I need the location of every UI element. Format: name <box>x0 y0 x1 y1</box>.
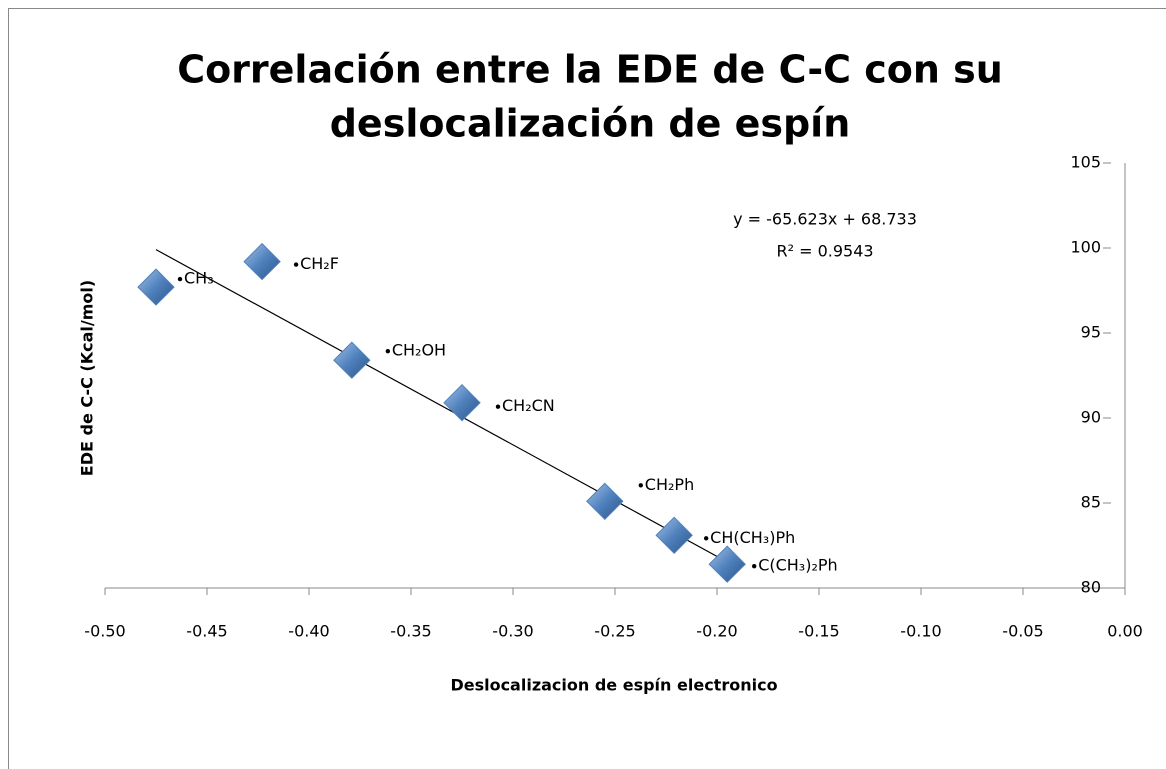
point-label: CH(CH₃)Ph <box>710 528 795 547</box>
chart-title: deslocalización de espín <box>330 102 851 146</box>
label-dot <box>703 536 709 541</box>
point <box>137 268 175 306</box>
trendline-r-squared: R² = 0.9543 <box>776 242 873 261</box>
point-label: CH₃ <box>184 269 214 288</box>
y-tick-label: 95 <box>1081 323 1101 342</box>
trendline-equation: y = -65.623x + 68.733 <box>733 210 917 229</box>
label-dot <box>638 483 643 488</box>
point-label: C(CH₃)₂Ph <box>758 556 837 575</box>
chart-frame <box>8 8 1166 769</box>
label-dot <box>752 564 757 569</box>
label-dot <box>495 404 501 409</box>
point <box>333 341 371 379</box>
y-tick-label: 105 <box>1070 153 1101 172</box>
y-tick-label: 90 <box>1081 408 1101 427</box>
x-tick-label: -0.30 <box>492 622 533 641</box>
x-tick-label: -0.05 <box>1002 622 1043 641</box>
x-tick-label: -0.35 <box>390 622 431 641</box>
y-tick-label: 85 <box>1081 493 1101 512</box>
point-label: CH₂Ph <box>645 475 694 494</box>
label-dot <box>293 262 299 267</box>
trendline <box>155 249 728 563</box>
point <box>586 482 624 521</box>
point <box>708 545 746 583</box>
point-label: CH₂F <box>300 254 339 273</box>
x-tick-label: -0.25 <box>594 622 635 641</box>
y-tick-label: 100 <box>1070 238 1101 257</box>
x-tick-label: 0.00 <box>1107 622 1143 641</box>
x-axis-title: Deslocalizacion de espín electronico <box>450 676 777 695</box>
point-label: CH₂CN <box>502 396 555 415</box>
chart-title: Correlación entre la EDE de C-C con su <box>177 48 1003 92</box>
y-axis-title: EDE de C-C (Kcal/mol) <box>78 280 97 476</box>
point <box>243 242 281 281</box>
x-tick-label: -0.50 <box>84 622 125 641</box>
point-label: CH₂OH <box>392 341 446 360</box>
point <box>443 383 481 422</box>
label-dot <box>385 349 391 354</box>
label-dot <box>177 276 183 282</box>
y-tick-label: 80 <box>1081 578 1101 597</box>
point <box>655 516 693 555</box>
x-tick-label: -0.45 <box>186 622 227 641</box>
x-tick-label: -0.15 <box>798 622 839 641</box>
x-tick-label: -0.20 <box>696 622 737 641</box>
x-tick-label: -0.10 <box>900 622 941 641</box>
x-tick-label: -0.40 <box>288 622 329 641</box>
